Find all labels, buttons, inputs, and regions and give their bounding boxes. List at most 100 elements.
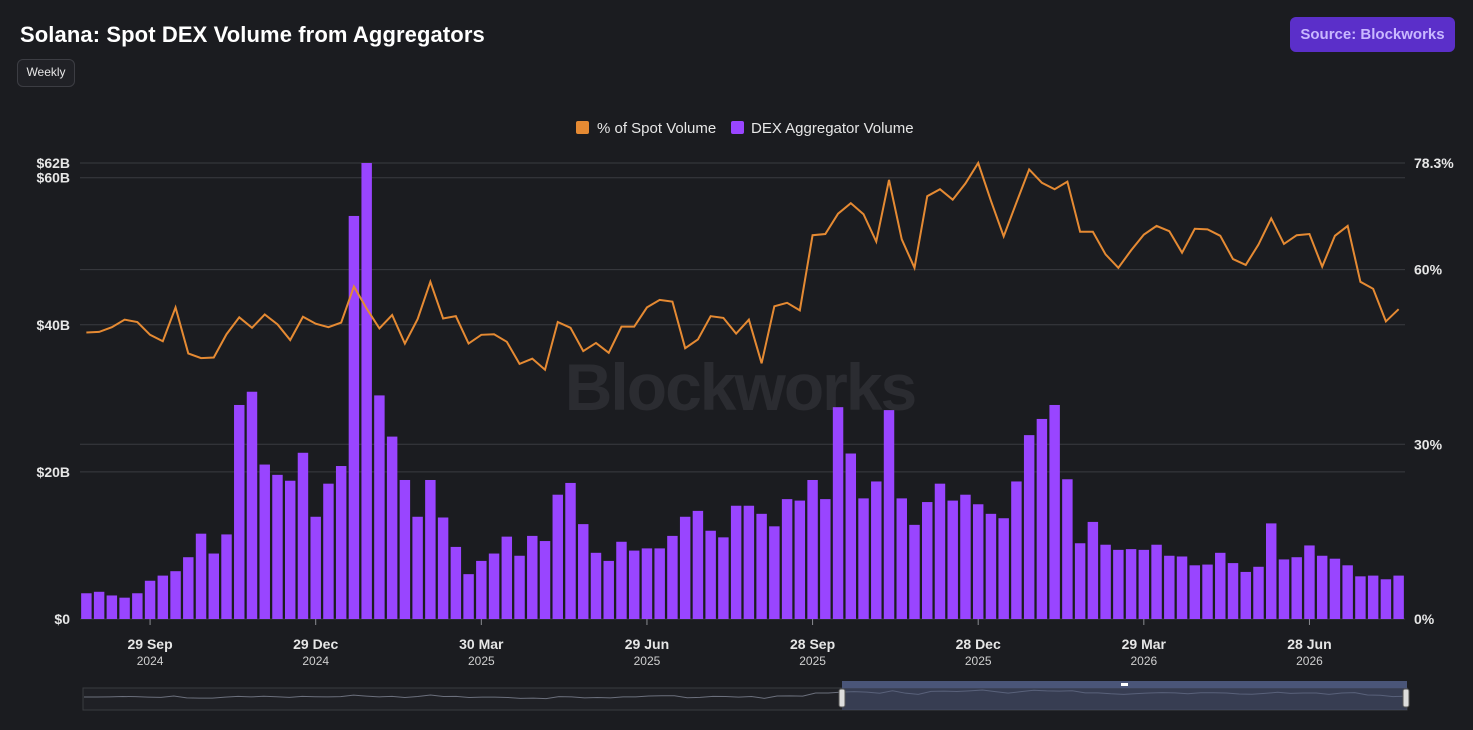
bar[interactable]: [1355, 576, 1366, 619]
bar[interactable]: [195, 533, 207, 619]
bar[interactable]: [1074, 543, 1086, 619]
bar[interactable]: [641, 548, 653, 619]
bar[interactable]: [348, 215, 360, 619]
bar[interactable]: [93, 591, 105, 619]
bar[interactable]: [1164, 555, 1175, 619]
bar[interactable]: [463, 574, 474, 619]
bar[interactable]: [845, 453, 857, 619]
bar[interactable]: [896, 498, 907, 619]
bar[interactable]: [1049, 404, 1060, 619]
bar[interactable]: [883, 410, 895, 619]
bar[interactable]: [208, 553, 219, 619]
bar[interactable]: [1329, 558, 1341, 619]
bar[interactable]: [552, 494, 563, 619]
bar[interactable]: [1011, 481, 1022, 619]
bar[interactable]: [654, 548, 665, 619]
bar[interactable]: [221, 534, 232, 619]
bar[interactable]: [539, 541, 551, 619]
bar[interactable]: [106, 595, 118, 619]
bar[interactable]: [374, 395, 385, 619]
bar[interactable]: [667, 535, 678, 619]
legend-item-percent-spot[interactable]: % of Spot Volume: [576, 120, 716, 137]
bar[interactable]: [284, 480, 296, 619]
range-navigator[interactable]: [82, 681, 1410, 711]
navigator-selection[interactable]: [842, 688, 1407, 710]
bar[interactable]: [425, 479, 436, 619]
bar[interactable]: [1113, 549, 1124, 619]
bar[interactable]: [488, 553, 500, 619]
source-button[interactable]: Source: Blockworks: [1290, 17, 1455, 52]
bar[interactable]: [1304, 545, 1315, 619]
bar[interactable]: [922, 502, 933, 619]
bar[interactable]: [730, 505, 742, 619]
bar[interactable]: [998, 518, 1009, 619]
bar[interactable]: [743, 505, 755, 619]
bar[interactable]: [781, 499, 793, 619]
bar[interactable]: [1215, 552, 1226, 619]
bar[interactable]: [756, 513, 767, 619]
bar[interactable]: [1023, 435, 1035, 619]
bar[interactable]: [769, 526, 780, 619]
bar[interactable]: [934, 483, 946, 619]
bar[interactable]: [718, 537, 729, 619]
bar[interactable]: [450, 546, 462, 619]
bar[interactable]: [170, 571, 181, 619]
bar[interactable]: [1367, 575, 1379, 619]
bar[interactable]: [234, 404, 245, 619]
bar[interactable]: [476, 560, 487, 619]
bar[interactable]: [1291, 557, 1302, 619]
bar[interactable]: [297, 452, 309, 619]
bar[interactable]: [81, 593, 92, 619]
bar[interactable]: [871, 481, 882, 619]
bar[interactable]: [361, 163, 372, 619]
navigator-right-handle[interactable]: [1402, 688, 1410, 708]
bar[interactable]: [144, 580, 156, 619]
navigator-left-handle[interactable]: [838, 688, 846, 708]
bar[interactable]: [565, 482, 576, 619]
bar[interactable]: [909, 524, 920, 619]
bar[interactable]: [985, 513, 997, 619]
bar[interactable]: [1151, 544, 1162, 619]
bar[interactable]: [603, 560, 614, 619]
bar[interactable]: [259, 464, 270, 619]
bar[interactable]: [972, 504, 984, 619]
bar[interactable]: [437, 517, 449, 620]
bar[interactable]: [1062, 479, 1073, 619]
bar[interactable]: [679, 516, 691, 619]
bar[interactable]: [335, 466, 347, 619]
bar[interactable]: [1316, 555, 1328, 619]
bar[interactable]: [1087, 521, 1099, 619]
bar[interactable]: [1253, 566, 1264, 619]
bar[interactable]: [412, 516, 423, 619]
bar[interactable]: [705, 530, 716, 619]
bar[interactable]: [1266, 523, 1277, 619]
bar[interactable]: [1278, 559, 1290, 619]
bar[interactable]: [1240, 571, 1251, 619]
bar[interactable]: [323, 483, 334, 619]
period-weekly-button[interactable]: Weekly: [17, 59, 75, 87]
bar[interactable]: [947, 500, 958, 619]
bar[interactable]: [1393, 575, 1404, 619]
bar[interactable]: [501, 536, 513, 619]
bar[interactable]: [310, 516, 321, 619]
bar[interactable]: [1176, 556, 1188, 619]
bar[interactable]: [1125, 549, 1137, 619]
legend-item-aggregator-volume[interactable]: DEX Aggregator Volume: [731, 120, 914, 137]
bar[interactable]: [628, 550, 640, 619]
bar[interactable]: [807, 479, 818, 619]
bar[interactable]: [514, 555, 525, 619]
bar[interactable]: [157, 575, 169, 619]
bar[interactable]: [527, 535, 538, 619]
bar[interactable]: [183, 557, 194, 619]
bar[interactable]: [1380, 579, 1392, 619]
bar[interactable]: [386, 436, 398, 619]
bar[interactable]: [820, 499, 831, 619]
bar[interactable]: [832, 407, 844, 619]
bar[interactable]: [858, 498, 869, 619]
bar[interactable]: [399, 479, 411, 619]
bar[interactable]: [1202, 564, 1213, 619]
bar[interactable]: [119, 597, 130, 619]
bar[interactable]: [1189, 565, 1201, 619]
bar[interactable]: [590, 552, 602, 619]
bar[interactable]: [1100, 544, 1111, 619]
